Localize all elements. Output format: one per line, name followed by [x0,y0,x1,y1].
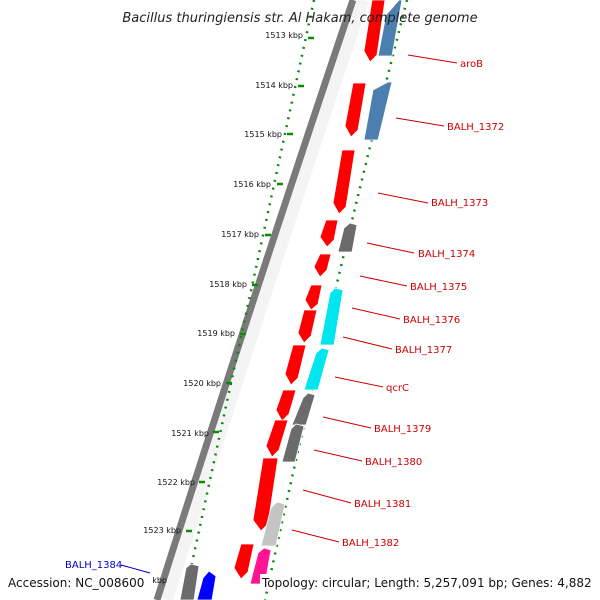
scale-tick-label: 1513 kbp [265,31,303,40]
gene-labels: aroB BALH_1372 BALH_1373 BALH_1374 BALH_… [342,59,504,549]
scale-tick-label: 1515 kbp [244,130,282,139]
scale-tick-label: 1523 kbp [143,526,181,535]
gene-feature[interactable] [252,457,279,532]
scale-labels: 1513 kbp 1514 kbp 1515 kbp 1516 kbp 1517… [143,31,303,585]
scale-tick-label: 1521 kbp [171,429,209,438]
gene-feature[interactable] [363,0,386,63]
accession-text: Accession: NC_008600 [8,576,144,590]
gene-feature[interactable] [377,0,403,57]
scale-tick-label: 1514 kbp [255,81,293,90]
gene-feature[interactable] [179,563,200,600]
gene-feature[interactable] [319,219,339,248]
genome-backbone-shadow [153,0,357,600]
gene-feature[interactable] [265,419,289,458]
footer-topology-bg [260,574,592,590]
scale-tick-label: 1519 kbp [197,329,235,338]
gene-label[interactable]: BALH_1377 [395,345,452,356]
gene-label[interactable]: aroB [460,59,483,70]
gene-feature[interactable] [233,543,255,580]
genome-backbone [161,0,369,600]
gene-label[interactable]: BALH_1374 [418,249,475,260]
gene-label[interactable]: BALH_1382 [342,538,399,549]
gene-label[interactable]: BALH_1373 [431,198,488,209]
reverse-strand-genes [179,0,403,600]
gene-feature[interactable] [363,81,393,141]
gene-feature[interactable] [332,149,356,215]
scale-tick-label: 1517 kbp [221,230,259,239]
gene-feature[interactable] [319,287,344,346]
gene-label[interactable]: BALH_1381 [354,499,411,510]
gene-label[interactable]: BALH_1375 [410,282,467,293]
gene-feature[interactable] [297,309,318,344]
scale-tick-label: 1518 kbp [209,280,247,289]
gene-label[interactable]: BALH_1376 [403,315,460,326]
scale-tick-label: kbp [152,576,167,585]
scale-tick-marks [186,36,314,533]
gene-feature[interactable] [275,389,297,422]
scale-tick-label: 1516 kbp [233,180,271,189]
gene-feature[interactable] [291,392,316,426]
scale-tick-label: 1522 kbp [157,478,195,487]
gene-label[interactable]: BALH_1372 [447,122,504,133]
gene-label[interactable]: BALH_1380 [365,457,422,468]
gene-feature[interactable] [196,570,217,600]
gene-label[interactable]: qcrC [386,383,409,394]
gene-feature[interactable] [303,347,330,391]
gene-label[interactable]: BALH_1379 [374,424,431,435]
gene-feature[interactable] [260,501,286,547]
label-leader-line [120,564,151,574]
genome-title: Bacillus thuringiensis str. Al Hakam, co… [122,11,477,26]
footer-accession-bg [6,574,144,590]
gene-feature[interactable] [284,344,307,386]
gene-feature[interactable] [344,82,367,138]
gene-feature[interactable] [337,222,358,253]
gene-label-left[interactable]: BALH_1384 [65,560,122,571]
gene-feature[interactable] [313,253,332,278]
scale-ring [182,0,316,600]
gene-feature[interactable] [304,284,323,311]
gene-feature[interactable] [281,423,305,463]
forward-strand-genes [233,0,386,580]
label-leader-lines [291,54,458,543]
topology-text: Topology: circular; Length: 5,257,091 bp… [261,576,592,590]
scale-tick-label: 1520 kbp [183,379,221,388]
